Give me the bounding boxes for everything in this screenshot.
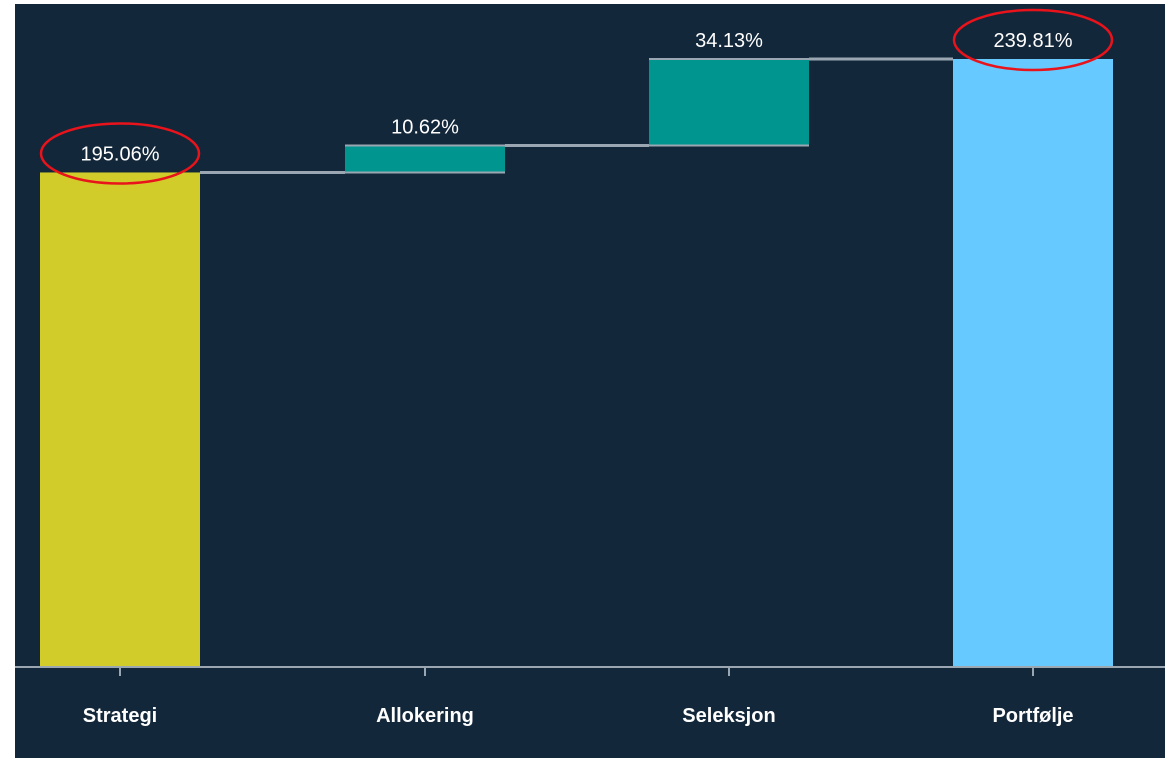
bar-portfolje	[953, 59, 1113, 667]
highlight-ring-strategi	[39, 122, 201, 185]
category-label-portfolje: Portfølje	[992, 705, 1073, 727]
bar-value-label-strategi: 195.06%	[81, 143, 160, 165]
bar-value-label-portfolje: 239.81%	[994, 30, 1073, 52]
bar-value-label-seleksjon: 34.13%	[695, 30, 763, 52]
connector-lines	[200, 57, 953, 174]
x-axis-ticks	[119, 667, 1034, 676]
bar-seleksjon	[649, 59, 809, 146]
highlight-annotations	[39, 8, 1114, 185]
category-label-seleksjon: Seleksjon	[682, 705, 775, 727]
highlight-ring-portfolje	[952, 8, 1114, 72]
bar-value-label-allokering: 10.62%	[391, 117, 459, 139]
category-label-strategi: Strategi	[83, 705, 157, 727]
bar-strategi	[40, 172, 200, 667]
category-label-allokering: Allokering	[376, 705, 474, 727]
bar-allokering	[345, 145, 505, 173]
bars-group	[40, 58, 1113, 667]
